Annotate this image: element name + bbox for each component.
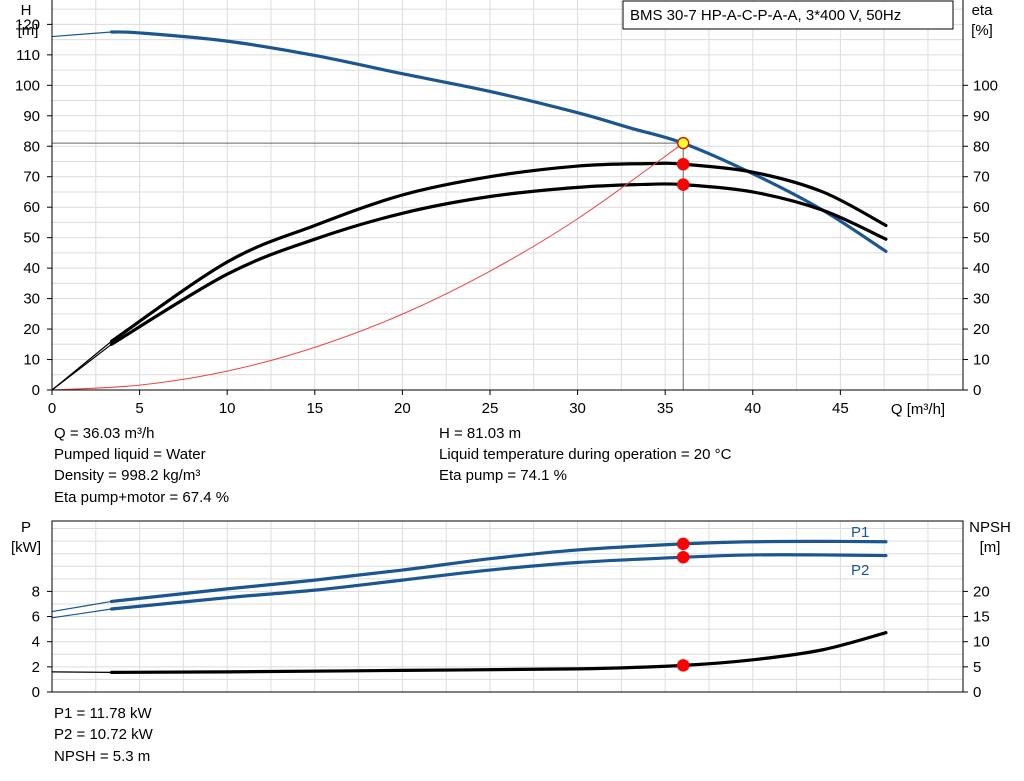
h-tick-label: 30 bbox=[23, 291, 40, 308]
eta-tick-label: 50 bbox=[973, 230, 990, 247]
x-tick-label: 20 bbox=[394, 400, 411, 417]
npsh-curve bbox=[109, 631, 888, 674]
eta-tick-label: 80 bbox=[973, 138, 990, 155]
p-tick-label: 0 bbox=[32, 684, 40, 701]
p2-marker bbox=[676, 550, 690, 564]
duty-point-marker bbox=[676, 136, 690, 150]
h-tick-label: 110 bbox=[16, 47, 40, 64]
npsh-marker bbox=[676, 659, 690, 672]
info-eta-pump-motor: Eta pump+motor = 67.4 % bbox=[54, 489, 230, 506]
eta-axis-label: eta bbox=[972, 2, 994, 19]
bottom-chart-ticks: 0 2 4 6 8 0 5 10 15 20 bbox=[32, 583, 990, 701]
h-axis-label: H bbox=[21, 2, 32, 19]
eta-tick-label: 20 bbox=[973, 321, 990, 338]
eta-pump-curve bbox=[109, 161, 888, 343]
npsh-tick-label: 10 bbox=[973, 634, 990, 651]
eta-tick-label: 10 bbox=[973, 352, 990, 369]
x-tick-label: 10 bbox=[219, 400, 236, 417]
eta-tick-label: 90 bbox=[973, 108, 990, 125]
h-tick-label: 90 bbox=[23, 108, 40, 125]
h-tick-label: 100 bbox=[15, 77, 40, 94]
head-curve-extension bbox=[51, 31, 112, 38]
bottom-chart-grid bbox=[51, 521, 963, 693]
info-liquid: Pumped liquid = Water bbox=[54, 446, 206, 463]
p1-curve bbox=[109, 539, 888, 604]
info-p2: P2 = 10.72 kW bbox=[54, 726, 153, 743]
x-tick-label: 40 bbox=[744, 400, 761, 417]
npsh-axis-label: NPSH bbox=[969, 519, 1011, 536]
npsh-tick-label: 20 bbox=[973, 583, 990, 600]
p2-curve bbox=[109, 553, 888, 611]
head-curve bbox=[109, 30, 888, 253]
h-tick-label: 70 bbox=[23, 169, 40, 186]
h-tick-label: 20 bbox=[23, 321, 40, 338]
p1-curve-extension bbox=[51, 600, 112, 613]
x-tick-label: 35 bbox=[657, 400, 674, 417]
eta-tick-label: 100 bbox=[973, 77, 998, 94]
system-curve-curve bbox=[51, 142, 684, 391]
info-npsh: NPSH = 5.3 m bbox=[54, 748, 151, 765]
p-axis-unit: [kW] bbox=[11, 539, 41, 556]
q-axis-label: Q [m³/h] bbox=[891, 401, 945, 418]
x-tick-label: 5 bbox=[135, 400, 143, 417]
h-tick-label: 50 bbox=[23, 230, 40, 247]
info-density: Density = 998.2 kg/m³ bbox=[54, 467, 201, 484]
eta-pump-motor-curve-extension bbox=[51, 343, 112, 391]
p-tick-label: 8 bbox=[32, 583, 40, 600]
eta-tick-label: 0 bbox=[973, 382, 981, 399]
p-axis-label: P bbox=[21, 519, 31, 536]
eta-tick-label: 40 bbox=[973, 260, 990, 277]
npsh-tick-label: 15 bbox=[973, 609, 990, 626]
h-axis-unit: [m] bbox=[18, 22, 39, 39]
eta-tick-label: 70 bbox=[973, 169, 990, 186]
p1-label: P1 bbox=[851, 524, 869, 541]
eta-pump-motor-curve bbox=[109, 182, 888, 346]
x-tick-label: 0 bbox=[48, 400, 56, 417]
h-tick-label: 60 bbox=[23, 199, 40, 216]
pump-label: BMS 30-7 HP-A-C-P-A-A, 3*400 V, 50Hz bbox=[630, 7, 901, 24]
eta-pump-motor-marker bbox=[676, 178, 690, 191]
npsh-axis-unit: [m] bbox=[980, 539, 1001, 556]
eta-pump-marker bbox=[676, 157, 690, 171]
npsh-tick-label: 0 bbox=[973, 684, 981, 701]
info-q: Q = 36.03 m³/h bbox=[54, 425, 155, 442]
npsh-curve-extension bbox=[51, 671, 112, 673]
eta-axis-unit: [%] bbox=[971, 22, 993, 39]
h-tick-label: 0 bbox=[32, 382, 40, 399]
operating-point-marks bbox=[52, 136, 690, 672]
x-tick-label: 25 bbox=[482, 400, 499, 417]
p2-curve-extension bbox=[51, 608, 112, 619]
h-tick-label: 120 bbox=[15, 16, 40, 33]
p1-marker bbox=[676, 537, 690, 551]
chart-frames bbox=[51, 0, 964, 693]
info-eta-pump: Eta pump = 74.1 % bbox=[439, 467, 567, 484]
info-h: H = 81.03 m bbox=[439, 425, 522, 442]
p-tick-label: 6 bbox=[32, 609, 40, 626]
bottom-chart-series bbox=[51, 539, 888, 674]
top-chart-series bbox=[51, 30, 888, 391]
npsh-tick-label: 5 bbox=[973, 659, 981, 676]
h-tick-label: 40 bbox=[23, 260, 40, 277]
x-tick-label: 15 bbox=[306, 400, 323, 417]
info-p1: P1 = 11.78 kW bbox=[54, 705, 152, 722]
x-tick-label: 45 bbox=[832, 400, 849, 417]
pump-label-box bbox=[622, 0, 954, 30]
h-tick-label: 80 bbox=[23, 138, 40, 155]
top-chart-ticks: 0 5 10 15 20 25 30 35 40 450102030405060708090100… bbox=[15, 16, 998, 417]
p-tick-label: 2 bbox=[32, 659, 40, 676]
bottom-frame bbox=[51, 520, 964, 693]
eta-tick-label: 60 bbox=[973, 199, 990, 216]
h-tick-label: 10 bbox=[23, 352, 40, 369]
eta-tick-label: 30 bbox=[973, 291, 990, 308]
p-tick-label: 4 bbox=[32, 634, 40, 651]
info-liquid-temp: Liquid temperature during operation = 20… bbox=[439, 446, 732, 463]
p2-label: P2 bbox=[851, 562, 869, 579]
x-tick-label: 30 bbox=[569, 400, 586, 417]
